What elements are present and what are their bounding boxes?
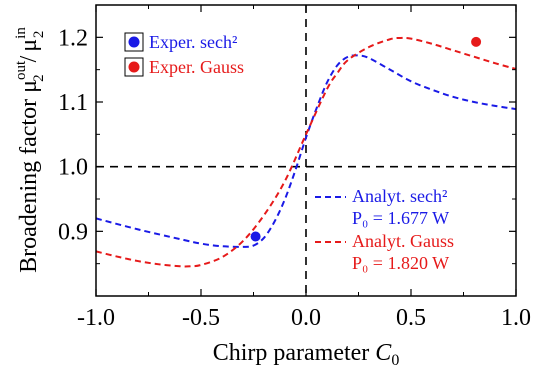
series-line-gauss (95, 36, 517, 268)
legend-power-note: P₀ = 1.820 W (352, 253, 449, 273)
legend-label-analyt: Analyt. sech² (352, 186, 447, 206)
y-tick-label: 1.0 (58, 155, 88, 181)
experimental-point-sech2 (250, 231, 261, 242)
legend-marker-dot (128, 36, 140, 48)
x-tick-label: -0.5 (182, 305, 220, 331)
experimental-point-gauss (471, 36, 482, 47)
x-tick-label: -1.0 (77, 305, 115, 331)
x-axis-title: Chirp parameter C0 (213, 340, 400, 369)
x-tick-label: 0.5 (396, 305, 426, 331)
y-tick-label: 1.1 (58, 90, 88, 116)
series-line-sech2 (95, 54, 517, 248)
legend-power-note: P₀ = 1.677 W (352, 208, 449, 228)
legend-label-exper: Exper. sech² (149, 32, 237, 52)
x-tick-label: 0.0 (291, 305, 321, 331)
legend-label-exper: Exper. Gauss (149, 57, 244, 77)
y-axis-title: Broadening factor μout 2/μin 2 (13, 27, 47, 273)
x-tick-label: 1.0 (501, 305, 531, 331)
y-tick-label: 1.2 (58, 25, 88, 51)
legend-label-analyt: Analyt. Gauss (352, 231, 454, 251)
y-tick-label: 0.9 (58, 219, 88, 245)
legend-marker-dot (128, 61, 140, 73)
